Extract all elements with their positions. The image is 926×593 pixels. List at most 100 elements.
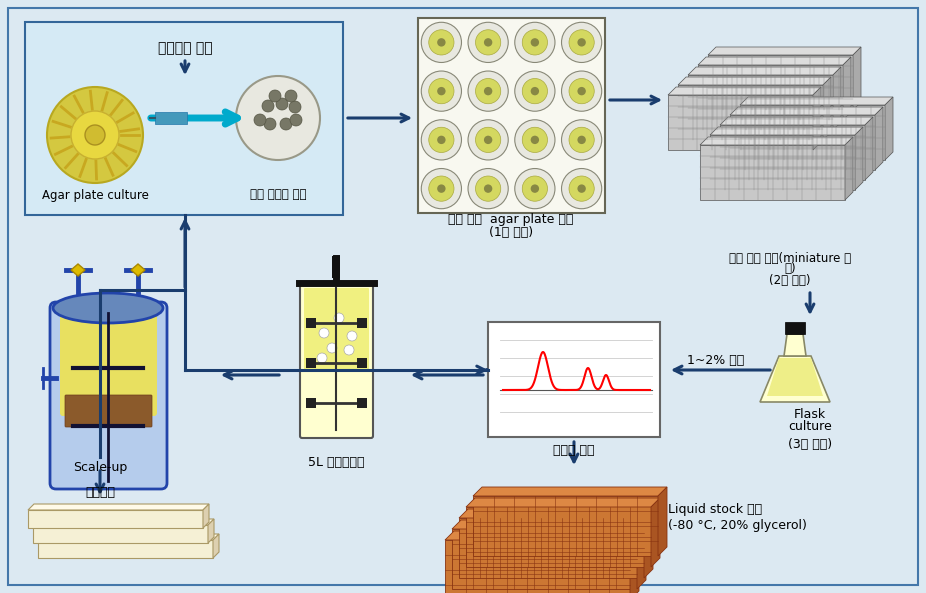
FancyBboxPatch shape bbox=[304, 288, 369, 370]
Polygon shape bbox=[843, 57, 851, 120]
Circle shape bbox=[522, 30, 547, 55]
Polygon shape bbox=[678, 85, 823, 140]
Polygon shape bbox=[740, 97, 893, 105]
Polygon shape bbox=[466, 498, 660, 507]
Polygon shape bbox=[71, 264, 85, 276]
Polygon shape bbox=[452, 520, 646, 529]
Circle shape bbox=[522, 176, 547, 201]
Polygon shape bbox=[740, 105, 885, 160]
Polygon shape bbox=[651, 498, 660, 567]
Circle shape bbox=[531, 184, 539, 193]
Polygon shape bbox=[865, 117, 873, 180]
Polygon shape bbox=[678, 77, 831, 85]
Circle shape bbox=[289, 101, 301, 113]
FancyBboxPatch shape bbox=[306, 358, 316, 368]
Circle shape bbox=[515, 71, 555, 111]
Circle shape bbox=[569, 78, 594, 104]
Text: Flask: Flask bbox=[794, 409, 826, 422]
Circle shape bbox=[476, 78, 501, 104]
Polygon shape bbox=[131, 264, 145, 276]
Polygon shape bbox=[637, 520, 646, 589]
Text: culture: culture bbox=[788, 420, 832, 433]
Circle shape bbox=[236, 76, 320, 160]
FancyBboxPatch shape bbox=[65, 395, 152, 427]
Circle shape bbox=[437, 184, 445, 193]
Circle shape bbox=[429, 176, 454, 201]
Circle shape bbox=[476, 176, 501, 201]
Circle shape bbox=[578, 136, 586, 144]
Polygon shape bbox=[845, 137, 853, 200]
Circle shape bbox=[515, 168, 555, 209]
Circle shape bbox=[262, 100, 274, 112]
Polygon shape bbox=[784, 334, 806, 356]
Circle shape bbox=[327, 343, 337, 353]
Circle shape bbox=[429, 30, 454, 55]
Polygon shape bbox=[688, 75, 833, 130]
Circle shape bbox=[437, 38, 445, 47]
Circle shape bbox=[578, 87, 586, 95]
Text: 다당체 분석: 다당체 분석 bbox=[553, 444, 594, 457]
Polygon shape bbox=[33, 519, 214, 525]
Polygon shape bbox=[28, 504, 209, 510]
Text: 원형질체 분리: 원형질체 분리 bbox=[157, 41, 212, 55]
Polygon shape bbox=[28, 510, 203, 528]
Polygon shape bbox=[658, 487, 667, 556]
Polygon shape bbox=[698, 65, 843, 120]
Circle shape bbox=[421, 120, 461, 160]
Polygon shape bbox=[213, 534, 219, 558]
Circle shape bbox=[569, 127, 594, 152]
Circle shape bbox=[85, 125, 105, 145]
Circle shape bbox=[71, 111, 119, 159]
FancyBboxPatch shape bbox=[488, 322, 660, 437]
Text: 1~2% 선별: 1~2% 선별 bbox=[687, 353, 745, 366]
Circle shape bbox=[476, 30, 501, 55]
Circle shape bbox=[515, 23, 555, 62]
FancyBboxPatch shape bbox=[785, 322, 805, 334]
Polygon shape bbox=[853, 47, 861, 110]
Circle shape bbox=[569, 30, 594, 55]
Polygon shape bbox=[630, 531, 639, 593]
FancyBboxPatch shape bbox=[357, 398, 367, 408]
Circle shape bbox=[269, 90, 281, 102]
Circle shape bbox=[484, 38, 493, 47]
Text: Scale-up: Scale-up bbox=[73, 461, 127, 474]
Circle shape bbox=[515, 120, 555, 160]
Polygon shape bbox=[708, 55, 853, 110]
Polygon shape bbox=[720, 117, 873, 125]
Circle shape bbox=[421, 168, 461, 209]
Text: Liquid stock 보관: Liquid stock 보관 bbox=[668, 503, 762, 517]
Polygon shape bbox=[813, 87, 821, 150]
Circle shape bbox=[484, 184, 493, 193]
Circle shape bbox=[531, 38, 539, 47]
Polygon shape bbox=[208, 519, 214, 543]
Polygon shape bbox=[38, 534, 219, 540]
Polygon shape bbox=[445, 540, 630, 593]
FancyBboxPatch shape bbox=[332, 256, 340, 278]
Polygon shape bbox=[885, 97, 893, 160]
Circle shape bbox=[484, 136, 493, 144]
Polygon shape bbox=[459, 518, 644, 578]
Circle shape bbox=[561, 120, 602, 160]
Circle shape bbox=[569, 176, 594, 201]
FancyBboxPatch shape bbox=[60, 310, 157, 416]
Circle shape bbox=[484, 87, 493, 95]
FancyBboxPatch shape bbox=[306, 398, 316, 408]
Polygon shape bbox=[760, 356, 830, 402]
Polygon shape bbox=[459, 509, 653, 518]
Polygon shape bbox=[875, 107, 883, 170]
Polygon shape bbox=[710, 135, 855, 190]
Polygon shape bbox=[644, 509, 653, 578]
Polygon shape bbox=[720, 125, 865, 180]
FancyBboxPatch shape bbox=[357, 358, 367, 368]
Text: (2차 선별): (2차 선별) bbox=[770, 275, 811, 288]
FancyBboxPatch shape bbox=[357, 318, 367, 328]
Circle shape bbox=[561, 23, 602, 62]
Polygon shape bbox=[698, 57, 851, 65]
Text: 고체배양: 고체배양 bbox=[85, 486, 115, 499]
FancyBboxPatch shape bbox=[25, 22, 343, 215]
Circle shape bbox=[522, 127, 547, 152]
Circle shape bbox=[468, 120, 508, 160]
Circle shape bbox=[531, 136, 539, 144]
FancyBboxPatch shape bbox=[155, 112, 187, 124]
Polygon shape bbox=[700, 145, 845, 200]
